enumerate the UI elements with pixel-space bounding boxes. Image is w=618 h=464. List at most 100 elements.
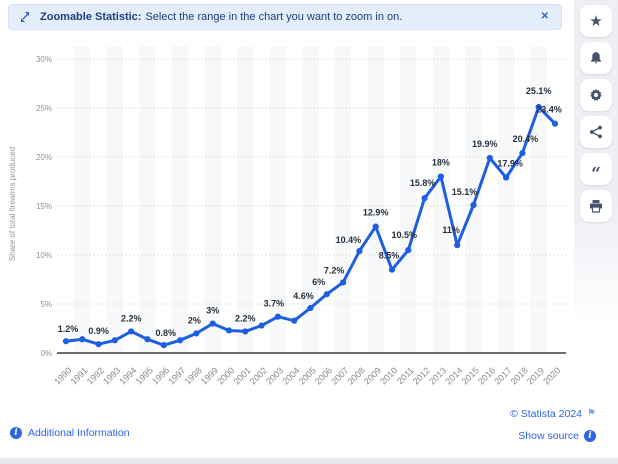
plot-band — [497, 46, 515, 353]
additional-information-link[interactable]: i Additional Information — [10, 427, 130, 439]
plot-band — [74, 46, 91, 353]
data-point[interactable] — [519, 149, 526, 157]
notifications-button[interactable] — [580, 42, 612, 74]
x-tick-label: 2005 — [297, 365, 318, 386]
point-value-label: 20.4% — [513, 134, 539, 144]
data-point[interactable] — [437, 173, 444, 180]
x-tick-label: 2007 — [329, 365, 350, 386]
point-value-label: 25.1% — [526, 86, 552, 96]
x-tick-label: 1991 — [68, 365, 89, 386]
x-tick-label: 2018 — [509, 365, 530, 386]
data-point[interactable] — [95, 341, 102, 348]
zoom-resize-icon — [19, 11, 31, 23]
point-value-label: 0.9% — [88, 326, 109, 336]
data-point[interactable] — [144, 336, 151, 343]
point-value-label: 4.6% — [293, 291, 314, 301]
point-value-label: 2% — [188, 315, 201, 325]
data-point[interactable] — [551, 120, 559, 127]
share-button[interactable] — [580, 116, 612, 148]
x-tick-label: 2001 — [231, 365, 252, 386]
x-tick-label: 2000 — [215, 365, 236, 386]
star-icon: ★ — [589, 12, 603, 30]
plot-band — [432, 46, 450, 353]
point-value-label: 17.9% — [497, 159, 523, 169]
y-tick-label: 0% — [40, 349, 52, 358]
data-point[interactable] — [209, 320, 216, 327]
line-chart[interactable]: 0% 5% 10% 15% 20% 25% 30% Share of total firear… — [0, 0, 618, 410]
data-point[interactable] — [340, 279, 347, 286]
show-source-label: Show source — [518, 430, 579, 442]
data-point[interactable] — [503, 174, 510, 181]
data-point[interactable] — [356, 247, 363, 255]
data-point[interactable] — [535, 103, 542, 111]
plot-band — [367, 46, 384, 353]
plot-band — [269, 46, 287, 353]
print-icon — [589, 199, 603, 213]
data-point[interactable] — [274, 313, 281, 320]
data-point[interactable] — [242, 328, 249, 335]
plot-band — [237, 46, 254, 353]
y-tick-label: 25% — [36, 104, 52, 113]
x-tick-label: 2004 — [280, 365, 301, 386]
plot-band — [106, 46, 124, 353]
close-icon[interactable]: ✕ — [540, 11, 549, 22]
x-tick-label: 2020 — [541, 365, 562, 386]
flag-icon: ⚑ — [587, 408, 596, 419]
plot-band — [204, 46, 221, 353]
data-point[interactable] — [193, 330, 200, 337]
data-point[interactable] — [388, 266, 396, 273]
page-bottom-strip — [0, 458, 618, 464]
plot-band — [465, 46, 482, 353]
point-value-label: 10.5% — [392, 230, 418, 240]
additional-information-label: Additional Information — [28, 427, 130, 439]
data-point[interactable] — [291, 317, 298, 324]
point-value-label: 15.1% — [452, 187, 478, 197]
data-point[interactable] — [111, 337, 118, 344]
data-point[interactable] — [454, 242, 461, 249]
y-tick-label: 20% — [36, 153, 52, 162]
zoomable-statistic-banner: Zoomable Statistic: Select the range in … — [8, 4, 562, 30]
data-point[interactable] — [62, 338, 70, 345]
data-point[interactable] — [405, 247, 412, 254]
data-point[interactable] — [258, 322, 265, 329]
data-point[interactable] — [421, 195, 428, 202]
data-point[interactable] — [128, 328, 135, 335]
data-point[interactable] — [486, 154, 493, 162]
data-point[interactable] — [307, 304, 314, 312]
info-icon: i — [10, 427, 22, 439]
point-value-label: 15.8% — [410, 178, 436, 188]
favorite-button[interactable]: ★ — [580, 5, 612, 37]
cite-button[interactable]: “ — [580, 153, 612, 185]
x-tick-label: 2008 — [346, 365, 367, 386]
point-value-label: 2.2% — [121, 313, 142, 323]
x-tick-label: 1998 — [183, 365, 204, 386]
data-point[interactable] — [225, 327, 233, 334]
plot-band — [400, 46, 417, 353]
x-tick-label: 1990 — [52, 365, 73, 386]
x-tick-label: 2017 — [492, 365, 513, 386]
gear-icon — [589, 88, 603, 102]
x-tick-label: 2014 — [443, 365, 464, 386]
y-axis-title: Share of total firearms produced — [8, 147, 17, 261]
data-point[interactable] — [160, 342, 167, 349]
data-point[interactable] — [470, 201, 477, 209]
y-tick-label: 15% — [36, 202, 52, 211]
point-value-label: 10.4% — [336, 235, 362, 245]
point-value-label: 6% — [312, 277, 325, 287]
show-source-link[interactable]: Show source i — [518, 430, 596, 442]
data-point[interactable] — [323, 291, 330, 298]
point-value-label: 7.2% — [324, 265, 345, 275]
point-value-label: 12.9% — [363, 208, 389, 218]
plot-band — [171, 46, 189, 353]
data-point[interactable] — [177, 337, 184, 344]
data-point[interactable] — [79, 336, 86, 343]
statista-copyright: © Statista 2024 ⚑ — [510, 408, 596, 420]
point-value-label: 8.5% — [379, 251, 400, 261]
print-button[interactable] — [580, 190, 612, 222]
x-tick-label: 2015 — [460, 365, 481, 386]
x-tick-label: 1994 — [117, 365, 138, 386]
banner-title: Zoomable Statistic: — [40, 11, 142, 23]
x-tick-label: 2009 — [362, 365, 383, 386]
settings-button[interactable] — [580, 79, 612, 111]
data-point[interactable] — [372, 223, 379, 230]
